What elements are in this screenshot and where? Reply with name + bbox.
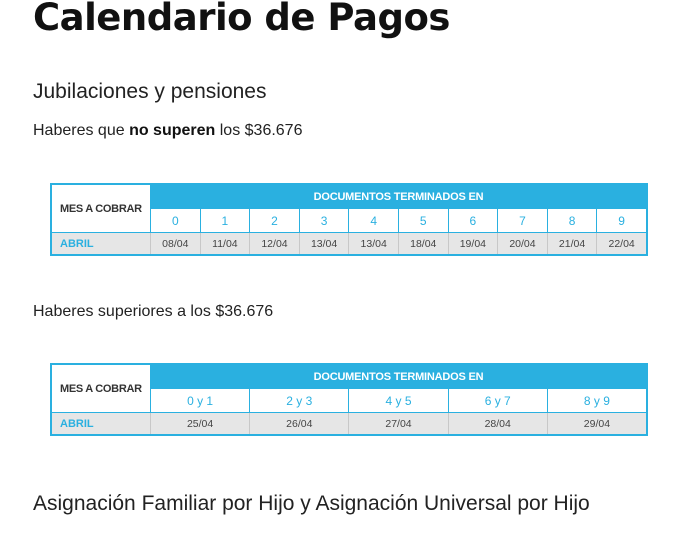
digit-cell: 9 [596,209,646,232]
document-digits-row: 0 1 2 3 4 5 6 7 8 9 [151,209,646,233]
date-cell: 26/04 [249,413,348,434]
page-title: Calendario de Pagos [33,0,450,39]
month-column-header: MES A COBRAR [52,185,151,233]
digit-cell: 8 [546,209,597,232]
intro-superiores: Haberes superiores a los $36.676 [33,303,274,320]
month-cell: ABRIL [52,413,151,434]
documents-column-header: DOCUMENTOS TERMINADOS EN [151,185,646,209]
intro-no-superen: Haberes que no superen los $36.676 [33,122,302,140]
month-column-header: MES A COBRAR [52,365,151,413]
date-cell: 12/04 [249,233,299,254]
date-cell: 25/04 [186,417,214,430]
digit-pair-cell: 4 y 5 [348,389,447,412]
date-cell: 13/04 [348,233,398,254]
date-cell: 18/04 [397,233,448,254]
date-cell: 22/04 [596,233,646,254]
documents-column-header: DOCUMENTOS TERMINADOS EN [151,365,646,389]
digit-cell: 3 [298,209,349,232]
digit-cell: 4 [348,209,398,232]
date-cell: 08/04 [162,237,189,250]
date-cell: 19/04 [447,233,498,254]
document-digits-row: 0 y 1 2 y 3 4 y 5 6 y 7 8 y 9 [151,389,646,413]
payment-table-superiores: MES A COBRAR DOCUMENTOS TERMINADOS EN 0 … [50,363,648,436]
date-cell: 21/04 [546,233,597,254]
payment-dates-row: 25/04 26/04 27/04 28/04 29/04 [151,413,646,434]
section-heading-asignacion: Asignación Familiar por Hijo y Asignació… [33,492,590,515]
digit-cell: 5 [397,209,448,232]
digit-pair-cell: 8 y 9 [546,389,646,412]
digit-cell: 0 [171,213,179,228]
section-heading-jubilaciones: Jubilaciones y pensiones [33,80,267,103]
digit-pair-cell: 0 y 1 [187,393,214,408]
payment-table-no-superen: MES A COBRAR DOCUMENTOS TERMINADOS EN 0 … [50,183,648,256]
intro-text-bold: no superen [129,122,216,139]
intro-text-after: los $36.676 [215,122,303,139]
digit-cell: 2 [249,209,299,232]
digit-cell: 1 [199,209,250,232]
digit-pair-cell: 6 y 7 [447,389,547,412]
date-cell: 20/04 [497,233,547,254]
date-cell: 11/04 [199,233,250,254]
digit-pair-cell: 2 y 3 [249,389,348,412]
date-cell: 13/04 [298,233,349,254]
date-cell: 29/04 [546,413,646,434]
date-cell: 27/04 [348,413,447,434]
intro-text-before: Haberes que [33,122,130,139]
digit-cell: 6 [447,209,498,232]
month-cell: ABRIL [52,233,151,254]
digit-cell: 7 [497,209,547,232]
payment-dates-row: 08/04 11/04 12/04 13/04 13/04 18/04 19/0… [151,233,646,254]
date-cell: 28/04 [447,413,547,434]
